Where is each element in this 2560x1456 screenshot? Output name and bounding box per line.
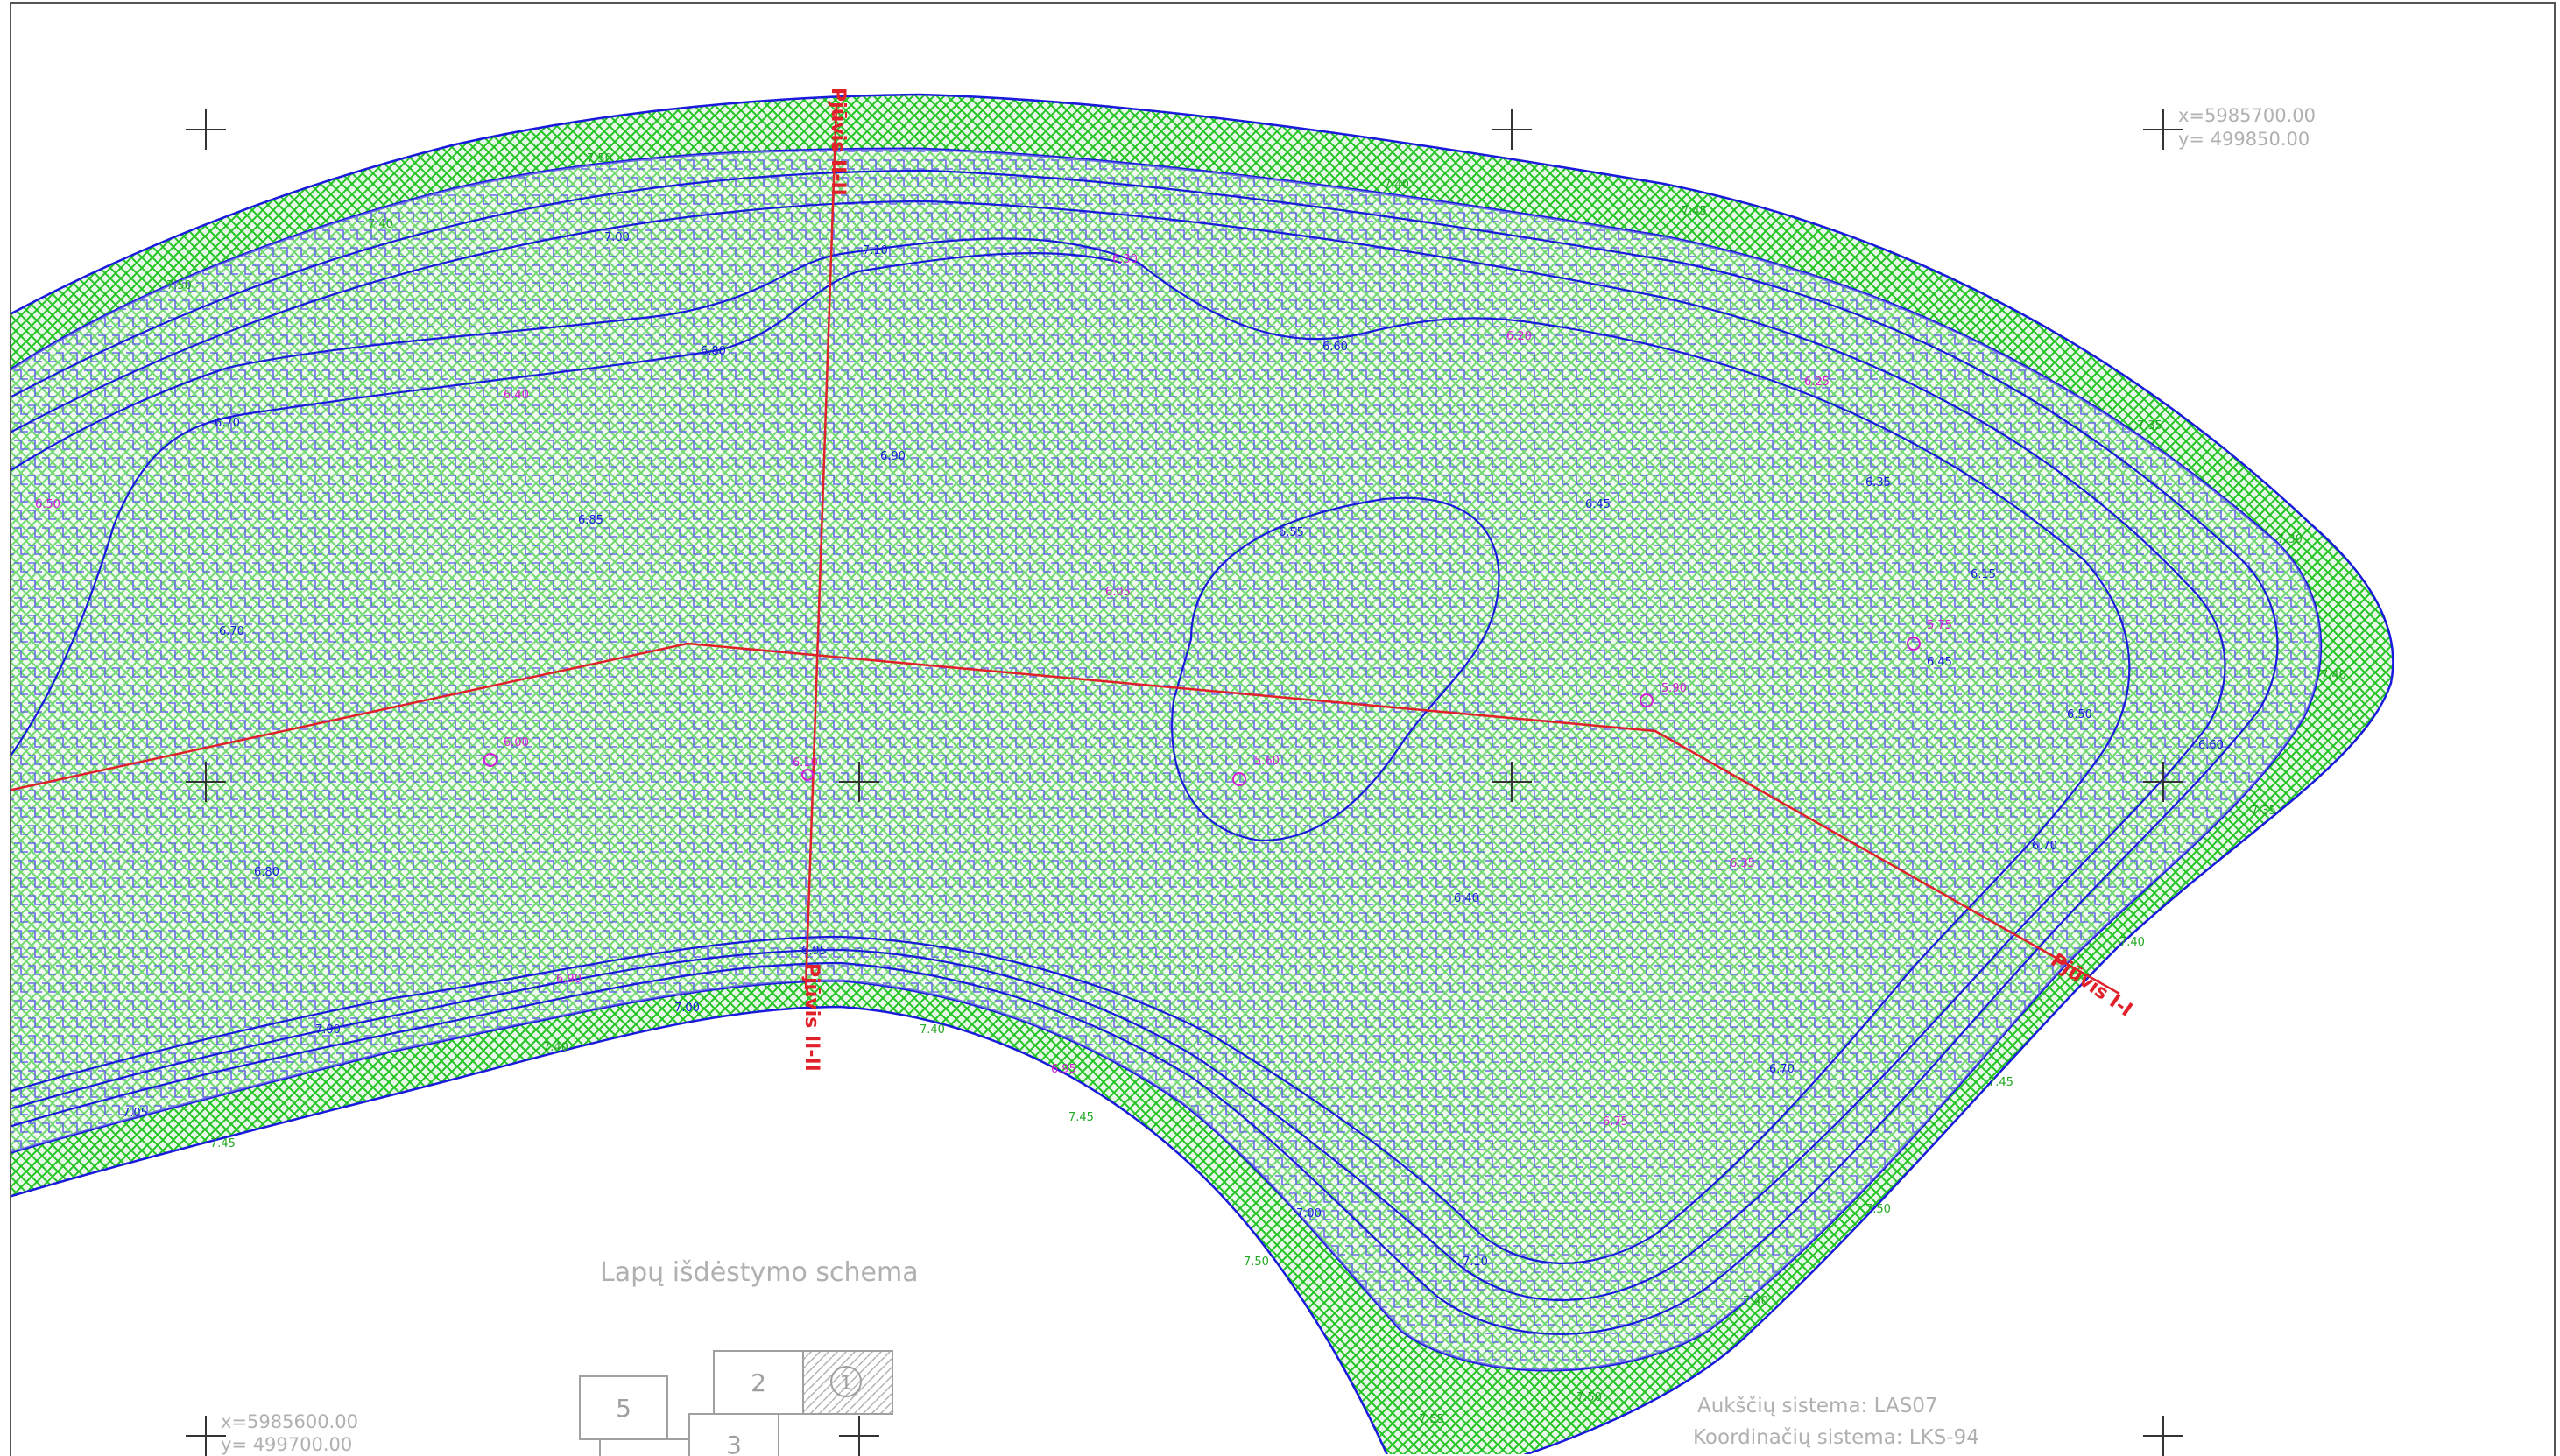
coord-bottom-left-x: x=5985600.00 xyxy=(221,1411,358,1432)
svg-text:6.40: 6.40 xyxy=(1454,892,1479,905)
svg-text:5.90: 5.90 xyxy=(1661,682,1687,695)
svg-text:6.45: 6.45 xyxy=(1927,656,1952,669)
depth-contours xyxy=(11,169,2279,1335)
svg-text:6.50: 6.50 xyxy=(2067,708,2092,721)
svg-text:7.45: 7.45 xyxy=(1988,1076,2013,1089)
svg-text:6.05: 6.05 xyxy=(1105,586,1131,599)
svg-text:6.95: 6.95 xyxy=(801,945,827,958)
svg-text:6.10: 6.10 xyxy=(793,756,818,770)
svg-text:6.00: 6.00 xyxy=(504,736,529,749)
svg-text:6.60: 6.60 xyxy=(2198,739,2224,752)
svg-text:7.50: 7.50 xyxy=(1865,1203,1891,1216)
svg-text:6.60: 6.60 xyxy=(1322,341,1348,354)
svg-text:7.50: 7.50 xyxy=(166,279,192,292)
svg-text:7.55: 7.55 xyxy=(1419,1413,1444,1426)
svg-text:7.00: 7.00 xyxy=(604,231,630,244)
svg-text:5.75: 5.75 xyxy=(1927,619,1952,632)
svg-text:7.50: 7.50 xyxy=(587,152,612,165)
svg-text:6.80: 6.80 xyxy=(254,866,279,879)
svg-text:6.70: 6.70 xyxy=(219,625,244,638)
svg-text:6.15: 6.15 xyxy=(1971,568,1996,581)
depth-value-labels: 6.50 6.70 6.40 7.00 6.80 7.10 6.90 6.85 … xyxy=(35,231,2224,1269)
svg-text:6.70: 6.70 xyxy=(215,417,240,430)
sheet-number-2: 2 xyxy=(751,1368,766,1397)
svg-text:6.90: 6.90 xyxy=(556,973,582,986)
profile-label-ii-top: Pjūvis II-II xyxy=(827,88,849,196)
svg-text:6.85: 6.85 xyxy=(578,514,603,527)
coord-top-right-x: x=5985700.00 xyxy=(2178,105,2316,126)
svg-text:7.50: 7.50 xyxy=(1576,1391,1602,1404)
svg-text:7.30: 7.30 xyxy=(2277,533,2303,546)
svg-text:7.35: 7.35 xyxy=(2137,419,2162,433)
svg-text:6.35: 6.35 xyxy=(1865,476,1891,489)
svg-text:7.00: 7.00 xyxy=(1296,1207,1322,1220)
svg-text:7.45: 7.45 xyxy=(1068,1111,1094,1124)
svg-text:7.10: 7.10 xyxy=(863,244,888,257)
svg-text:7.35: 7.35 xyxy=(2251,805,2276,818)
coord-bottom-left-y: y= 499700.00 xyxy=(221,1434,352,1455)
svg-text:6.45: 6.45 xyxy=(1585,498,1611,511)
svg-text:5.60: 5.60 xyxy=(1254,755,1280,768)
svg-text:7.40: 7.40 xyxy=(920,1023,945,1037)
grid-crosses xyxy=(186,109,2183,1456)
svg-text:7.40: 7.40 xyxy=(1384,179,1409,192)
svg-text:6.25: 6.25 xyxy=(1804,376,1830,389)
svg-text:7.40: 7.40 xyxy=(1743,1295,1768,1308)
coord-top-right-y: y= 499850.00 xyxy=(2178,129,2310,150)
profile-label-ii-bottom: Pjūvis II-II xyxy=(800,963,822,1072)
svg-text:7.40: 7.40 xyxy=(543,1041,568,1054)
svg-text:6.20: 6.20 xyxy=(1506,330,1532,343)
svg-text:7.40: 7.40 xyxy=(368,218,393,231)
sheet-box-1[interactable] xyxy=(802,1350,893,1415)
svg-text:6.95: 6.95 xyxy=(1051,1063,1076,1076)
coordinate-system-note: Koordinačių sistema: LKS-94 xyxy=(1693,1426,1979,1449)
height-system-note: Aukščių sistema: LAS07 xyxy=(1697,1395,1938,1417)
sheet-layout-scheme: Lapų išdėstymo schema 5 2 1 3 xyxy=(579,1257,919,1456)
svg-text:6.50: 6.50 xyxy=(35,498,60,511)
svg-text:6.30: 6.30 xyxy=(1112,253,1138,266)
svg-text:6.70: 6.70 xyxy=(2032,840,2057,853)
svg-text:6.75: 6.75 xyxy=(1603,1115,1628,1129)
svg-text:6.55: 6.55 xyxy=(1279,526,1304,539)
svg-text:7.50: 7.50 xyxy=(1244,1256,1269,1269)
svg-text:7.45: 7.45 xyxy=(1682,205,1707,218)
sheet-number-5: 5 xyxy=(616,1394,631,1423)
sheet-layout-title: Lapų išdėstymo schema xyxy=(600,1257,919,1288)
depth-points xyxy=(483,637,1921,786)
svg-text:7.00: 7.00 xyxy=(674,1002,700,1015)
svg-text:7.40: 7.40 xyxy=(2119,936,2145,949)
sheet-number-3: 3 xyxy=(726,1431,742,1456)
shore-elevation-labels: 7.50 7.40 7.45 7.35 7.30 7.40 7.35 7.40 … xyxy=(166,152,2346,1426)
svg-text:6.70: 6.70 xyxy=(1769,1063,1795,1076)
svg-text:7.10: 7.10 xyxy=(1463,1256,1488,1269)
sheet-box-extra[interactable] xyxy=(599,1438,690,1456)
svg-text:7.05: 7.05 xyxy=(123,1107,148,1120)
sheet-number-1: 1 xyxy=(840,1373,852,1395)
svg-text:6.35: 6.35 xyxy=(1730,857,1755,870)
svg-text:6.80: 6.80 xyxy=(701,345,726,358)
svg-text:7.40: 7.40 xyxy=(2321,669,2346,682)
current-sheet-circle xyxy=(830,1366,862,1397)
profile-lines xyxy=(11,104,2120,995)
svg-text:6.40: 6.40 xyxy=(504,389,529,402)
svg-text:6.90: 6.90 xyxy=(880,450,906,463)
svg-text:7.45: 7.45 xyxy=(210,1137,236,1150)
water-body xyxy=(11,147,2323,1372)
svg-text:7.00: 7.00 xyxy=(315,1023,341,1037)
